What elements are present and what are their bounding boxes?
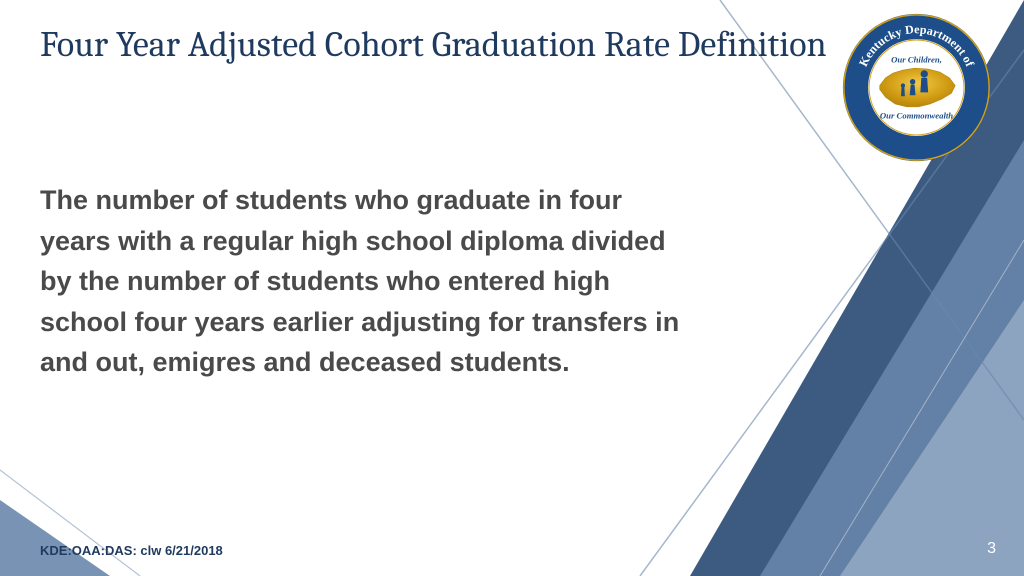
seal-center-top: Our Children, <box>891 54 942 64</box>
slide: Four Year Adjusted Cohort Graduation Rat… <box>0 0 1024 576</box>
seal-center-bottom: Our Commonwealth <box>880 111 953 121</box>
kde-seal-logo: Kentucky Department of Education Our Chi… <box>839 10 994 165</box>
slide-body: The number of students who graduate in f… <box>40 180 680 383</box>
footer-citation: KDE:OAA:DAS: clw 6/21/2018 <box>40 543 223 558</box>
page-number: 3 <box>987 540 996 558</box>
slide-title: Four Year Adjusted Cohort Graduation Rat… <box>40 22 827 67</box>
